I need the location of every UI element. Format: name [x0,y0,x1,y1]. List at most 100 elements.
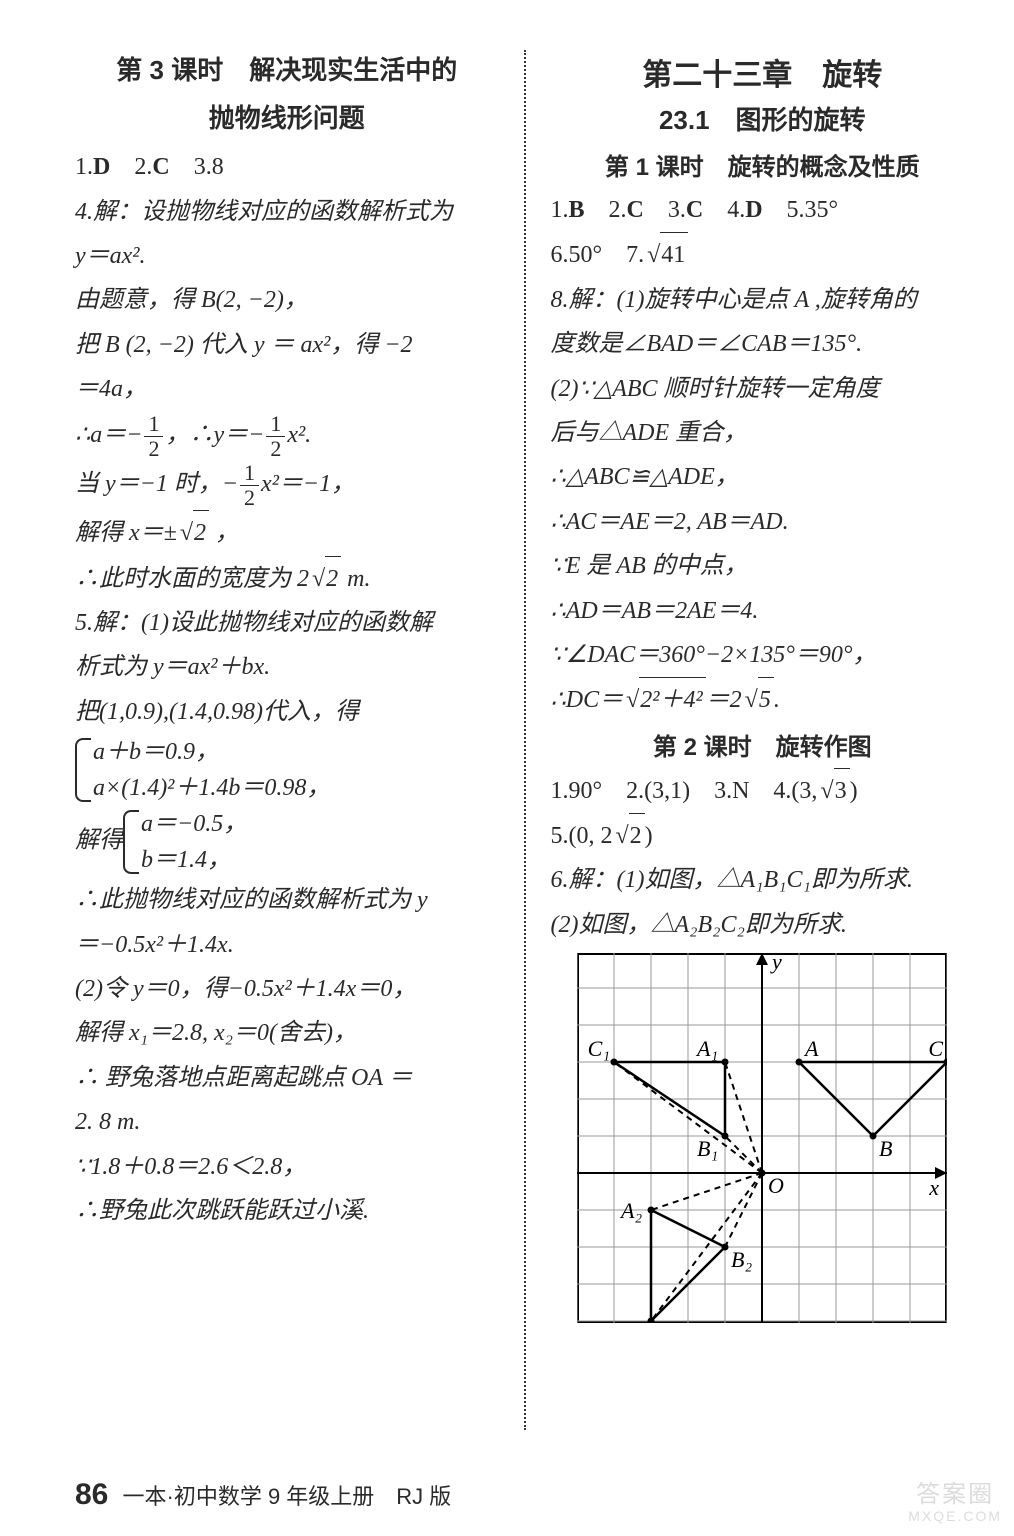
l1-answers: 1.B 2.C 3.C 4.D 5.35° [551,188,975,232]
svg-text:A₂: A₂ [619,1198,642,1223]
frac-1-2a: 12 [144,412,163,461]
svg-text:A: A [803,1036,819,1061]
svg-text:C₂: C₂ [625,1321,648,1323]
q5-line1: 5.解：(1)设此抛物线对应的函数解 [75,601,499,645]
lesson1-title: 第 1 课时 旋转的概念及性质 [551,147,975,182]
svg-text:O: O [768,1173,784,1198]
q4l5-suf: x². [287,422,311,448]
l2r1b: ) [850,778,858,804]
q4-line4b: ＝4a， [75,367,499,411]
q6-l2: (2)如图，△A₂B₂C₂即为所求. [551,903,975,947]
q8-l4: 后与△ADE 重合， [551,411,975,455]
q5-solve: 解得 a＝−0.5， b＝1.4， [75,806,499,878]
svg-text:B₂: B₂ [731,1247,752,1272]
l1-answers2: 6.50° 7.41 [551,232,975,277]
svg-text:B: B [879,1136,892,1161]
q5-system: a＋b＝0.9， a×(1.4)²＋1.4b＝0.98， [75,734,499,806]
q8-l10: ∴DC＝2²＋4²＝25. [551,677,975,722]
q4-line3: 由题意，得 B(2, −2)， [75,278,499,322]
chapter-title: 第二十三章 旋转 [551,50,975,94]
l1r2a: 6.50° 7. [551,242,645,268]
q8l10-mid: ＝2 [706,687,742,713]
lesson2-title: 第 2 课时 旋转作图 [551,727,975,762]
frac-1-2b: 12 [266,412,285,461]
q4l6-suf: x²＝−1， [261,471,355,497]
q5-line3: 把(1,0.9),(1.4,0.98)代入，得 [75,690,499,734]
q5-line4: ∴此抛物线对应的函数解析式为 y [75,878,499,922]
section-title-1: 第 3 课时 解决现实生活中的 [75,50,499,92]
svg-text:C: C [929,1036,944,1061]
sqrt-3: 3 [817,768,849,813]
sqrt-2c: 2 [613,813,645,858]
wm-1: 答案圈 [908,1482,1002,1508]
answers-row: 1.D 2.C 3.8 [75,145,499,189]
brace-system: a＋b＝0.9， a×(1.4)²＋1.4b＝0.98， [75,734,330,806]
q4-line7: 解得 x＝±2 ， [75,510,499,555]
right-column: 第二十三章 旋转 23.1 图形的旋转 第 1 课时 旋转的概念及性质 1.B … [526,50,975,1430]
q6-l1: 6.解：(1)如图，△A₁B₁C₁即为所求. [551,858,975,902]
l2r2a: 5.(0, 2 [551,823,613,849]
q4l5-mid: ，∴y＝− [165,422,264,448]
l2r2b: ) [645,823,653,849]
coordinate-graph: Ox y A B C A₁ B₁ C₁ A₂ B₂ C₂ [577,953,947,1323]
svg-text:A₁: A₁ [695,1036,718,1061]
sub-title: 23.1 图形的旋转 [551,100,975,137]
l2-answers1: 1.90° 2.(3,1) 3.N 4.(3,3) [551,768,975,813]
page-number: 86 [75,1478,108,1511]
q4l5-pre: ∴a＝− [75,422,142,448]
svg-text:y: y [770,953,782,974]
q8-l6: ∴AC＝AE＝2, AB＝AD. [551,500,975,544]
solve-pre: 解得 [75,828,123,854]
sqrt-2a: 2 [177,510,209,555]
q4l7-suf: ， [209,520,239,546]
page-footer: 86 一本·初中数学 9 年级上册 RJ 版 [75,1478,451,1512]
watermark: 答案圈 MXQE.COM [908,1482,1002,1524]
q5-line9: 2. 8 m. [75,1100,499,1144]
q4-line5: ∴a＝−12，∴y＝−12x². [75,412,499,461]
q4-line6: 当 y＝−1 时，−12x²＝−1， [75,461,499,510]
q4l8-pre: ∴此时水面的宽度为 2 [75,566,309,592]
q8-l3: (2)∵△ABC 顺时针旋转一定角度 [551,367,975,411]
q8-l9: ∵∠DAC＝360°−2×135°＝90°， [551,633,975,677]
q8-l2: 度数是∠BAD＝∠CAB＝135°. [551,322,975,366]
q4-line2: y＝ax². [75,234,499,278]
q4-line4a: 把 B (2, −2) 代入 y ＝ ax²，得 −2 [75,323,499,367]
frac-1-2c: 12 [240,461,259,510]
q5-line2: 析式为 y＝ax²＋bx. [75,645,499,689]
sys-a: a＋b＝0.9， [93,734,330,770]
q8-l5: ∴△ABC≌△ADE， [551,455,975,499]
sol-b: b＝1.4， [141,842,247,878]
left-column: 第 3 课时 解决现实生活中的 抛物线形问题 1.D 2.C 3.8 4.解：设… [75,50,524,1430]
svg-text:C₁: C₁ [588,1036,610,1061]
q5-line5: ＝−0.5x²＋1.4x. [75,923,499,967]
section-title-2: 抛物线形问题 [75,98,499,140]
q8l10-suf: . [774,687,780,713]
q8-l1: 8.解：(1)旋转中心是点 A ,旋转角的 [551,278,975,322]
footer-text: 一本·初中数学 9 年级上册 RJ 版 [123,1484,452,1509]
q4l6-pre: 当 y＝−1 时，− [75,471,238,497]
q4-line8: ∴此时水面的宽度为 22 m. [75,556,499,601]
q4l7-pre: 解得 x＝± [75,520,177,546]
sqrt-5: 5 [742,677,774,722]
l2-answers2: 5.(0, 22) [551,813,975,858]
q4-line1: 4.解：设抛物线对应的函数解析式为 [75,190,499,234]
q5-line10: ∵1.8＋0.8＝2.6＜2.8， [75,1145,499,1189]
q8-l8: ∴AD＝AB＝2AE＝4. [551,589,975,633]
q8l10-pre: ∴DC＝ [551,687,624,713]
q5-line8: ∴ 野兔落地点距离起跳点 OA ＝ [75,1056,499,1100]
l2r1a: 1.90° 2.(3,1) 3.N 4.(3, [551,778,818,804]
svg-text:x: x [928,1175,939,1200]
wm-2: MXQE.COM [908,1509,1002,1524]
q5-line11: ∴野兔此次跳跃能跃过小溪. [75,1189,499,1233]
sys-b: a×(1.4)²＋1.4b＝0.98， [93,770,330,806]
q5-line6: (2)令 y＝0，得−0.5x²＋1.4x＝0， [75,967,499,1011]
q5-line7: 解得 x₁＝2.8, x₂＝0(舍去)， [75,1011,499,1055]
sqrt-2b: 2 [309,556,341,601]
sol-a: a＝−0.5， [141,806,247,842]
sqrt-41: 41 [644,232,688,277]
svg-text:B₁: B₁ [697,1136,718,1161]
sqrt-sum: 2²＋4² [623,677,706,722]
brace-solution: a＝−0.5， b＝1.4， [123,806,247,878]
page-columns: 第 3 课时 解决现实生活中的 抛物线形问题 1.D 2.C 3.8 4.解：设… [75,50,974,1430]
q4l8-suf: m. [341,566,370,592]
